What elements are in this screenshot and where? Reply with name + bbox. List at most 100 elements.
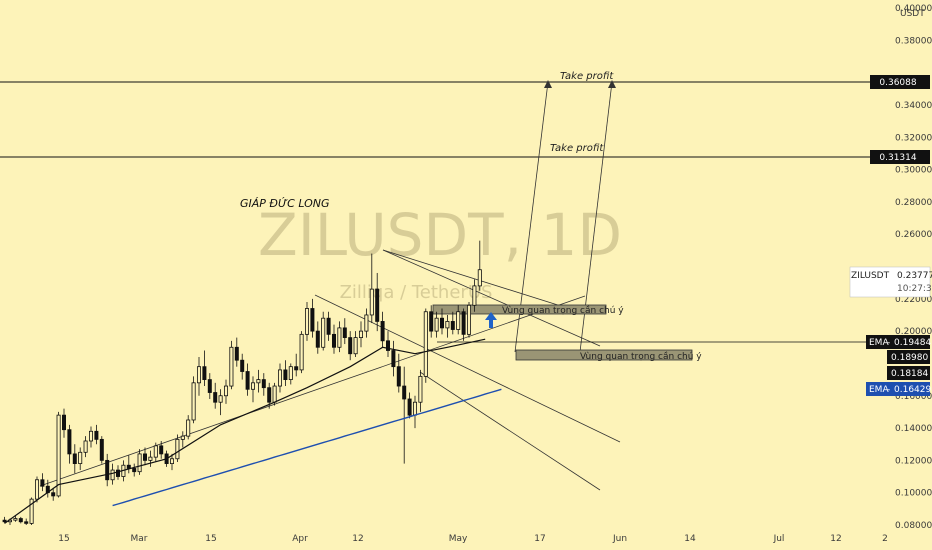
candle[interactable] <box>35 476 40 503</box>
candle[interactable] <box>250 376 255 403</box>
trendline-down-3[interactable] <box>419 371 601 491</box>
candle[interactable] <box>288 363 293 385</box>
candle[interactable] <box>94 424 99 445</box>
candle[interactable] <box>358 321 363 348</box>
candle[interactable] <box>234 337 239 367</box>
candle[interactable] <box>29 497 34 525</box>
candle[interactable] <box>99 436 104 464</box>
tag-symbol-countdown: 10:27:37 <box>897 284 932 294</box>
candle[interactable] <box>180 431 185 448</box>
candle[interactable] <box>407 392 412 419</box>
candle[interactable] <box>348 331 353 361</box>
ema-short-line[interactable] <box>4 338 486 524</box>
candle[interactable] <box>72 444 77 474</box>
candle[interactable] <box>142 447 147 466</box>
candle[interactable] <box>186 415 191 440</box>
candle[interactable] <box>191 376 196 424</box>
candle[interactable] <box>412 395 417 429</box>
candle[interactable] <box>375 272 380 332</box>
candle[interactable] <box>310 298 315 338</box>
candle[interactable] <box>261 373 266 396</box>
trendline-down-1[interactable] <box>382 249 601 347</box>
candle[interactable] <box>321 311 326 351</box>
candle[interactable] <box>126 455 131 474</box>
candle[interactable] <box>223 379 228 404</box>
candle[interactable] <box>277 363 282 393</box>
candle[interactable] <box>51 487 56 501</box>
candle[interactable] <box>418 369 423 412</box>
candle[interactable] <box>83 436 88 458</box>
candle[interactable] <box>315 321 320 354</box>
candle[interactable] <box>196 356 201 396</box>
candle[interactable] <box>434 311 439 338</box>
candle[interactable] <box>240 353 245 380</box>
candle[interactable] <box>299 331 304 374</box>
candle[interactable] <box>472 279 477 312</box>
candle[interactable] <box>423 308 428 383</box>
candle[interactable] <box>466 302 471 338</box>
candle[interactable] <box>450 311 455 335</box>
candle[interactable] <box>229 340 234 390</box>
candle[interactable] <box>396 353 401 393</box>
price-axis[interactable]: 0.40000 0.38000 0.34000 0.32000 0.30000 0.280… <box>895 4 932 531</box>
candle[interactable] <box>342 318 347 345</box>
candle-body <box>348 337 353 355</box>
candle[interactable] <box>429 305 434 338</box>
time-axis[interactable]: 15 Mar 15 Apr 12 May 17 Jun 14 Jul 12 2 <box>58 534 888 544</box>
candle[interactable] <box>202 350 207 387</box>
candle[interactable] <box>40 473 45 492</box>
candle-body <box>466 304 471 335</box>
candle[interactable] <box>477 240 482 291</box>
candle[interactable] <box>213 382 218 409</box>
candle[interactable] <box>391 340 396 377</box>
candle[interactable] <box>326 311 331 341</box>
candle[interactable] <box>153 442 158 462</box>
candle[interactable] <box>353 331 358 357</box>
candle[interactable] <box>132 463 137 477</box>
candle[interactable] <box>62 408 67 438</box>
candle[interactable] <box>148 450 153 467</box>
candle[interactable] <box>385 331 390 357</box>
candle[interactable] <box>245 363 250 396</box>
candle-body <box>342 327 347 338</box>
important-zone-1[interactable] <box>432 304 607 315</box>
trendline-rising[interactable] <box>39 295 586 487</box>
ema-long-line[interactable] <box>112 388 502 507</box>
candle[interactable] <box>18 516 23 524</box>
candle[interactable] <box>331 324 336 354</box>
candle[interactable] <box>105 453 110 487</box>
candle[interactable] <box>445 314 450 338</box>
candle[interactable] <box>116 465 121 480</box>
candle[interactable] <box>207 373 212 399</box>
candle[interactable] <box>364 308 369 338</box>
candle[interactable] <box>283 360 288 387</box>
candle[interactable] <box>461 308 466 341</box>
candle[interactable] <box>13 515 18 522</box>
candle[interactable] <box>110 463 115 485</box>
candle[interactable] <box>89 426 94 448</box>
candle[interactable] <box>256 369 261 393</box>
candle[interactable] <box>137 449 142 475</box>
candle[interactable] <box>439 308 444 335</box>
candle[interactable] <box>78 447 83 471</box>
candle[interactable] <box>2 516 7 524</box>
candle[interactable] <box>294 353 299 377</box>
candle[interactable] <box>337 321 342 353</box>
candle[interactable] <box>45 479 50 498</box>
candle[interactable] <box>402 366 407 464</box>
candle-body <box>29 498 34 524</box>
candle[interactable] <box>304 302 309 341</box>
candle[interactable] <box>56 411 61 498</box>
candle[interactable] <box>369 253 374 324</box>
candle[interactable] <box>175 434 180 462</box>
candle[interactable] <box>380 311 385 348</box>
candle[interactable] <box>169 453 174 471</box>
candle-body <box>142 453 147 461</box>
candle[interactable] <box>24 518 29 525</box>
important-zone-2[interactable] <box>515 349 693 361</box>
candle[interactable] <box>456 305 461 335</box>
candle[interactable] <box>159 440 164 459</box>
candle[interactable] <box>67 424 72 464</box>
candle[interactable] <box>218 389 223 416</box>
